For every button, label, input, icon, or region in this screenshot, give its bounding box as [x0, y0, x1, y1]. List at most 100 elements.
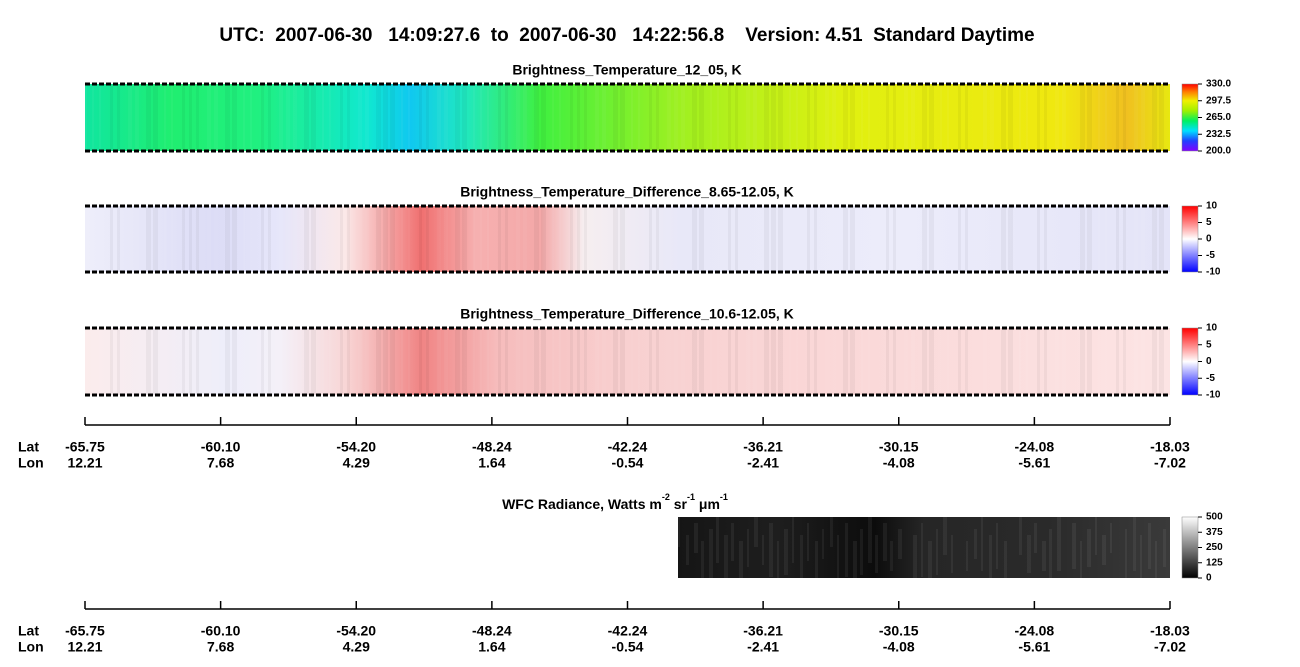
texture [383, 206, 388, 272]
texture [322, 328, 324, 395]
texture [1105, 328, 1107, 395]
texture [311, 206, 316, 272]
texture [832, 328, 836, 395]
texture [1037, 328, 1040, 395]
texture [146, 206, 151, 272]
texture [419, 84, 422, 151]
texture [754, 517, 758, 547]
texture [1087, 84, 1092, 151]
lat-label: -65.75 [65, 439, 105, 455]
texture [746, 84, 750, 151]
texture [1098, 328, 1100, 395]
texture [1072, 523, 1076, 569]
texture [135, 206, 139, 272]
texture [868, 206, 870, 272]
texture [943, 517, 947, 555]
texture [286, 328, 290, 395]
texture [771, 84, 776, 151]
texture [649, 84, 652, 151]
texture [1004, 541, 1007, 587]
texture [694, 523, 698, 553]
lon-label: 1.64 [478, 639, 505, 655]
texture [1019, 328, 1021, 395]
texture [570, 206, 573, 272]
texture [940, 206, 942, 272]
texture [822, 529, 824, 559]
texture [861, 206, 863, 272]
texture [674, 84, 678, 151]
texture [340, 328, 343, 395]
texture [699, 84, 704, 151]
texture [480, 206, 482, 272]
texture [825, 84, 829, 151]
title-part: μm [695, 496, 720, 512]
texture [1055, 328, 1059, 395]
texture [92, 84, 94, 151]
texture [638, 206, 640, 272]
texture [437, 84, 441, 151]
texture [595, 84, 599, 151]
colorbar-label: 0 [1206, 234, 1212, 245]
lat-label: -48.24 [472, 439, 512, 455]
texture [182, 328, 185, 395]
texture [329, 328, 331, 395]
texture [815, 541, 818, 579]
texture [929, 84, 934, 151]
texture [437, 328, 441, 395]
lon-label: -0.54 [612, 639, 644, 655]
texture [401, 328, 403, 395]
texture [904, 206, 908, 272]
texture [243, 206, 245, 272]
texture [1152, 206, 1157, 272]
texture [735, 328, 738, 395]
texture [771, 206, 776, 272]
texture [1102, 535, 1106, 565]
texture [814, 206, 817, 272]
texture [974, 529, 977, 559]
texture [1001, 206, 1006, 272]
texture [1037, 206, 1040, 272]
texture [117, 328, 120, 395]
colorbar-label: 0 [1206, 573, 1212, 584]
colorbar-label: -5 [1206, 250, 1215, 261]
texture [1087, 529, 1091, 567]
texture [1141, 84, 1145, 151]
texture [913, 535, 917, 589]
texture [735, 84, 738, 151]
texture [1087, 206, 1092, 272]
lon-label: 7.68 [207, 455, 234, 471]
texture [796, 206, 798, 272]
texture [1163, 529, 1166, 567]
texture [268, 328, 271, 395]
texture [837, 535, 839, 589]
texture [358, 206, 362, 272]
texture [686, 535, 689, 565]
texture [777, 541, 779, 595]
texture [376, 328, 381, 395]
colorbar [1181, 516, 1199, 579]
texture [613, 328, 618, 395]
texture [699, 206, 704, 272]
texture [232, 206, 237, 272]
texture [207, 84, 211, 151]
texture [347, 328, 350, 395]
texture [250, 328, 252, 395]
texture [922, 84, 927, 151]
texture [602, 206, 606, 272]
texture [505, 84, 508, 151]
lat-label: -18.03 [1150, 439, 1190, 455]
texture [911, 84, 915, 151]
texture [1116, 328, 1119, 395]
texture [1044, 328, 1047, 395]
colorbar-label: 125 [1206, 557, 1223, 568]
texture [1008, 84, 1013, 151]
texture [1080, 541, 1082, 587]
texture [832, 84, 836, 151]
texture [699, 328, 704, 395]
texture [1080, 206, 1085, 272]
texture [419, 328, 422, 395]
texture [921, 523, 923, 577]
texture [1019, 517, 1022, 555]
texture [674, 328, 678, 395]
texture [293, 84, 297, 151]
